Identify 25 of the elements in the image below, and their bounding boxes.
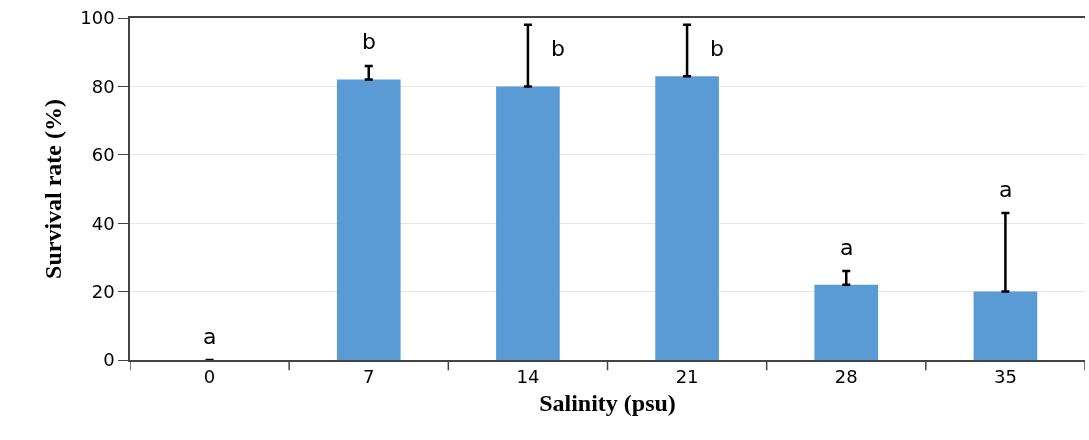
x-tick-label: 35 [993,366,1017,388]
x-tick-label: 28 [834,366,858,388]
x-tick-label: 0 [203,366,216,388]
bar [336,79,401,360]
x-tick-label: 14 [516,366,540,388]
x-tick-label: 7 [363,366,375,388]
y-tick-label: 80 [91,75,115,97]
y-tick-label: 0 [103,349,115,371]
bar [973,291,1038,360]
y-tick-label: 100 [80,7,115,29]
annotation: a [840,235,854,260]
bar [496,86,560,360]
bar [814,284,879,360]
x-axis-title: Salinity (psu) [539,390,676,417]
annotation: b [551,36,565,61]
y-tick-label: 40 [91,212,115,234]
annotation: b [710,36,724,61]
y-axis-title: Survival rate (%) [39,99,66,279]
annotation: a [203,324,217,349]
annotation: a [999,177,1013,202]
y-tick-label: 20 [91,280,115,302]
y-tick-label: 60 [91,144,115,166]
bar [655,76,719,360]
x-tick-label: 21 [675,366,699,388]
annotation: b [362,29,376,54]
